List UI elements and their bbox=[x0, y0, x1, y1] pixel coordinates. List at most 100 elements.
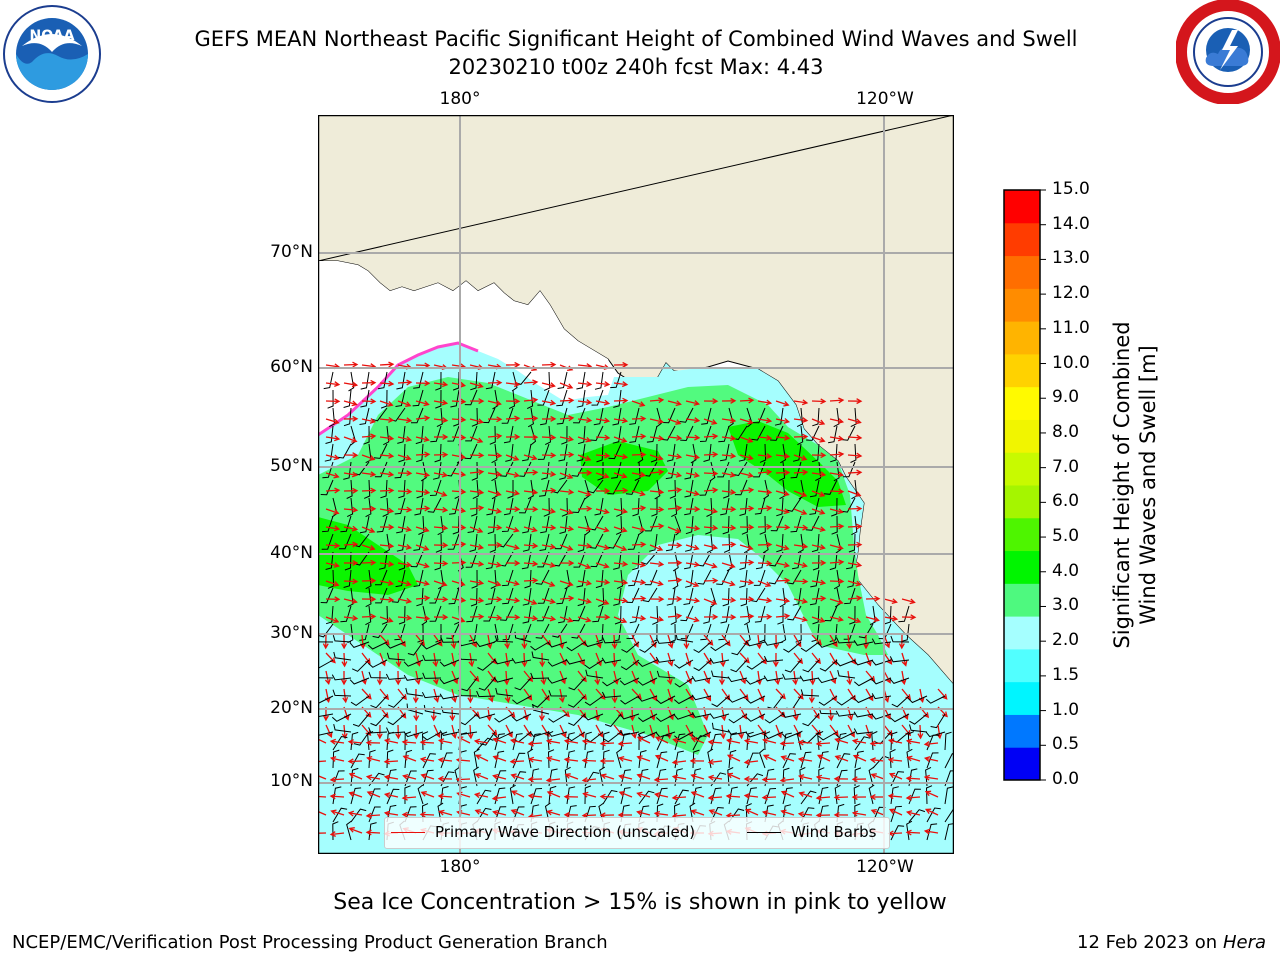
wind-barb bbox=[318, 731, 334, 736]
wave-direction-arrow bbox=[361, 634, 364, 648]
wave-direction-arrow bbox=[817, 754, 831, 762]
wind-barb bbox=[768, 569, 784, 585]
wave-direction-arrowhead bbox=[838, 488, 845, 495]
wave-direction-arrowhead bbox=[820, 452, 827, 459]
wind-barb bbox=[467, 515, 478, 533]
wave-direction-arrowhead bbox=[618, 790, 625, 797]
wave-direction-arrowhead bbox=[711, 419, 718, 425]
wave-direction-arrow bbox=[330, 778, 345, 781]
wave-direction-arrowhead bbox=[351, 400, 358, 407]
wave-direction-arrow bbox=[577, 688, 587, 700]
wave-direction-arrow bbox=[907, 811, 921, 816]
wind-barb bbox=[572, 605, 586, 622]
wave-direction-arrow bbox=[523, 579, 538, 582]
wave-direction-arrowhead bbox=[874, 595, 881, 602]
wave-direction-arrow bbox=[673, 814, 687, 817]
wave-direction-arrowhead bbox=[492, 809, 499, 816]
wave-direction-arrow bbox=[757, 562, 772, 565]
wind-barb bbox=[810, 569, 820, 588]
wave-direction-arrowhead bbox=[905, 810, 913, 816]
wave-direction-arrowhead bbox=[467, 733, 474, 740]
wave-direction-arrowhead bbox=[621, 417, 629, 424]
wave-direction-arrow bbox=[757, 543, 772, 546]
wave-direction-arrowhead bbox=[504, 696, 511, 704]
wave-direction-arrowhead bbox=[905, 775, 912, 782]
wind-barb bbox=[806, 425, 820, 441]
wind-barb bbox=[452, 371, 460, 391]
wind-barb bbox=[485, 587, 496, 605]
wind-barb bbox=[537, 389, 550, 406]
wave-direction-arrowhead bbox=[693, 544, 700, 551]
colorbar-tick-label: 0.5 bbox=[1052, 734, 1080, 755]
wave-direction-arrowhead bbox=[784, 469, 791, 476]
wave-direction-arrow bbox=[721, 454, 735, 457]
wave-direction-arrow bbox=[847, 454, 862, 457]
wave-direction-arrowhead bbox=[621, 597, 629, 604]
wave-direction-arrow bbox=[523, 381, 538, 384]
wave-direction-arrowhead bbox=[923, 756, 931, 762]
wind-barb bbox=[661, 425, 676, 441]
wind-barb bbox=[566, 641, 586, 652]
wave-direction-arrowhead bbox=[474, 809, 481, 815]
wave-direction-arrowhead bbox=[561, 731, 567, 739]
wave-direction-arrow bbox=[433, 400, 447, 404]
wind-barb bbox=[421, 803, 429, 823]
wave-direction-arrowhead bbox=[720, 733, 727, 740]
wind-barb bbox=[371, 407, 388, 422]
wind-barb bbox=[398, 479, 406, 499]
wind-barb bbox=[435, 389, 442, 409]
wind-barb bbox=[692, 735, 707, 751]
wind-barb bbox=[577, 533, 586, 553]
wind-barb bbox=[812, 551, 820, 571]
wave-direction-arrow bbox=[925, 757, 939, 762]
wave-direction-arrowhead bbox=[873, 616, 880, 623]
wave-direction-arrow bbox=[415, 507, 430, 510]
wave-direction-arrow bbox=[325, 472, 339, 478]
wave-direction-arrowhead bbox=[496, 416, 503, 423]
wind-barb-legend-label: Wind Barbs bbox=[791, 823, 877, 841]
wind-barb bbox=[692, 786, 702, 805]
wave-direction-arrow bbox=[595, 652, 602, 666]
wave-direction-arrowhead bbox=[460, 398, 467, 405]
wave-direction-arrowhead bbox=[402, 773, 409, 780]
wind-barb bbox=[654, 479, 661, 500]
wave-direction-arrowhead bbox=[539, 661, 546, 668]
wave-direction-arrowhead bbox=[405, 526, 412, 533]
wind-barb bbox=[394, 497, 406, 515]
wind-barb bbox=[439, 730, 460, 736]
wave-direction-arrowhead bbox=[622, 487, 629, 494]
wave-direction-arrowhead bbox=[838, 397, 845, 404]
wave-direction-arrowhead bbox=[383, 738, 391, 745]
wave-direction-arrow bbox=[469, 454, 484, 457]
wave-direction-arrow bbox=[523, 616, 537, 620]
wave-direction-arrow bbox=[475, 809, 489, 816]
wind-barb bbox=[320, 587, 334, 604]
wind-barb bbox=[539, 479, 550, 497]
wind-barb bbox=[383, 533, 390, 554]
wind-barb bbox=[944, 753, 954, 769]
wind-barb bbox=[499, 605, 514, 621]
wave-direction-arrow bbox=[433, 670, 438, 684]
wind-barb bbox=[796, 730, 803, 751]
wave-direction-arrow bbox=[343, 616, 357, 620]
wave-direction-arrowhead bbox=[704, 731, 711, 739]
colorbar-segment bbox=[1004, 452, 1040, 486]
wave-direction-arrowhead bbox=[707, 758, 714, 765]
wind-barb bbox=[502, 587, 514, 605]
wind-barb bbox=[871, 659, 892, 666]
wave-direction-arrowhead bbox=[365, 812, 372, 819]
wind-barb bbox=[503, 425, 514, 444]
wave-direction-arrow bbox=[433, 724, 441, 738]
wave-direction-arrow bbox=[613, 508, 627, 513]
wind-barb bbox=[889, 677, 910, 684]
wind-barb bbox=[405, 687, 424, 697]
wave-direction-arrowhead bbox=[693, 472, 701, 478]
wave-direction-arrow bbox=[656, 736, 669, 744]
wave-direction-arrow bbox=[451, 436, 466, 439]
wave-direction-arrowhead bbox=[496, 452, 503, 459]
wind-barb bbox=[599, 766, 606, 787]
wave-direction-arrowhead bbox=[333, 581, 340, 587]
wave-direction-arrow bbox=[330, 795, 345, 798]
wave-direction-arrow bbox=[433, 598, 448, 601]
wave-direction-arrow bbox=[595, 400, 609, 405]
